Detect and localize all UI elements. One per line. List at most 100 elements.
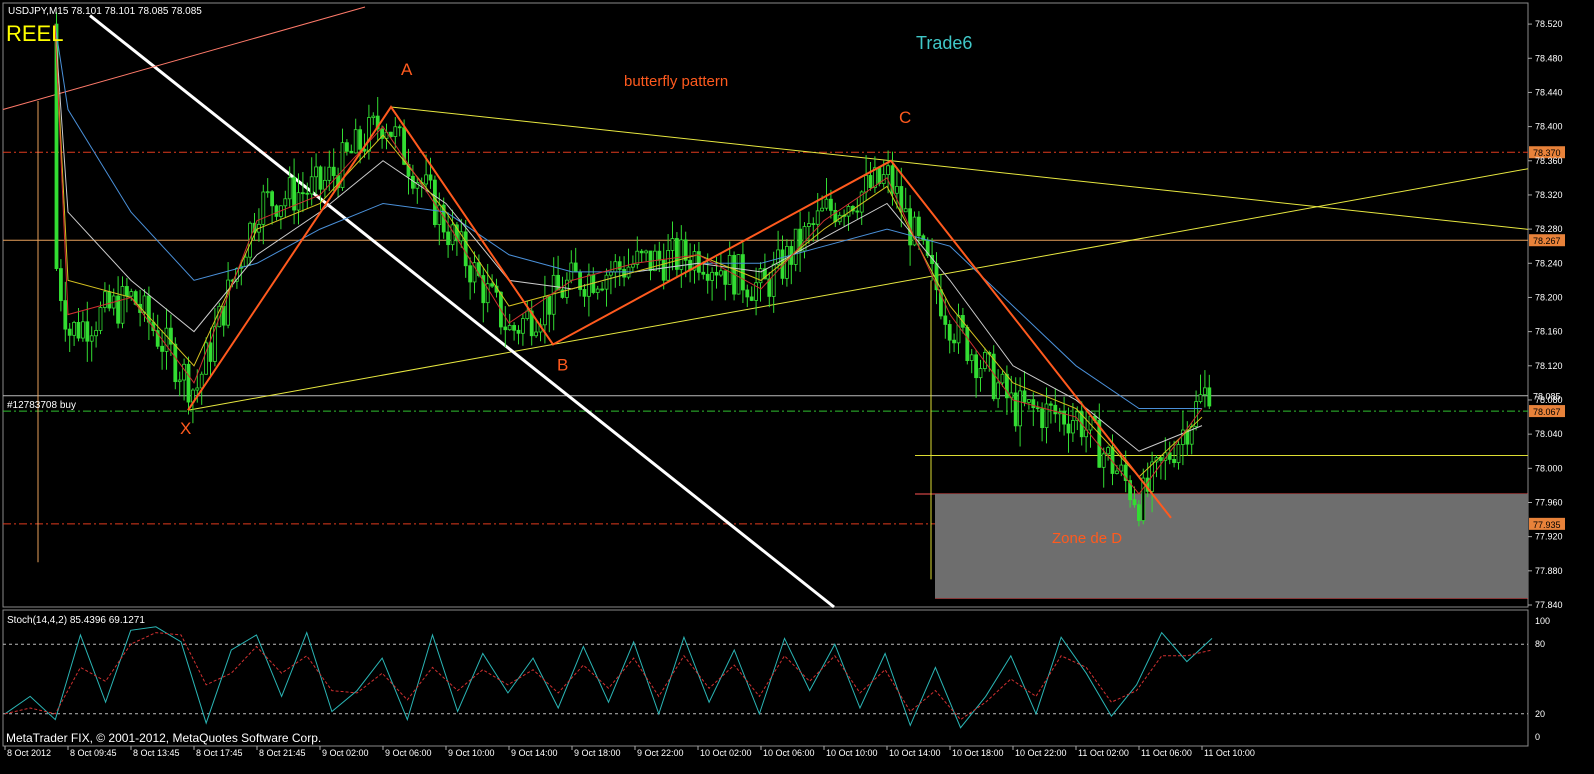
candle-body [666,250,670,281]
price-tick-label: 77.880 [1535,566,1563,576]
candle-body [155,330,160,347]
time-tick-label: 8 Oct 21:45 [259,748,306,758]
time-tick-label: 10 Oct 22:00 [1015,748,1067,758]
time-tick-label: 9 Oct 22:00 [637,748,684,758]
candle-body [776,249,780,265]
candle-body [697,251,701,273]
candle-body [705,273,710,281]
trendline[interactable] [2,6,366,110]
candle-body [714,271,719,276]
candle-body [160,345,165,352]
candle-body [1159,457,1163,461]
candle-body [534,331,538,337]
level-price-label: 78.370 [1533,148,1561,158]
price-tick-label: 78.520 [1535,19,1563,29]
zone-rectangle[interactable] [935,493,1528,599]
candle-body [886,165,890,176]
candle-body [1132,499,1137,506]
candle-body [604,274,609,290]
candle-body [719,270,723,276]
pattern-name: butterfly pattern [624,73,728,90]
candle-body [917,216,921,237]
candle-body [560,289,565,298]
candle-body [1176,444,1181,463]
trendline[interactable] [390,106,1529,230]
stochastic-signal-line [4,632,1213,721]
candle-body [72,322,76,336]
candle-body [679,239,684,270]
candle-body [771,263,776,297]
stochastic-panel[interactable] [2,609,1529,747]
candle-body [613,261,618,273]
level-price-tag [1529,146,1565,159]
symbol-info: USDJPY,M15 78.101 78.101 78.085 78.085 [8,6,202,17]
candle-body [204,342,209,375]
candle-body [481,275,486,304]
time-tick-label: 10 Oct 14:00 [889,748,941,758]
trendline[interactable] [187,168,1529,411]
stochastic-axis: 100 80 20 0 [1535,616,1550,742]
candle-body [344,142,349,152]
candle-body [807,223,811,227]
candle-body [358,129,363,150]
candle-body [331,166,336,176]
stochastic-lines [3,626,1528,729]
white-trendline[interactable] [89,14,835,609]
candle-body [1031,399,1036,409]
candle-body [371,115,376,118]
candle-body [292,177,297,211]
candle-body [754,282,758,301]
candle-body [1053,404,1058,415]
time-tick-label: 10 Oct 10:00 [826,748,878,758]
time-tick-label: 10 Oct 18:00 [952,748,1004,758]
candle-body [820,207,824,212]
candle-body [116,295,120,324]
candle-body [947,324,952,341]
candle-body [974,354,978,379]
price-tick-label: 77.840 [1535,600,1563,610]
time-tick-label: 9 Oct 18:00 [574,748,621,758]
candle-body [125,286,129,297]
candle-body [1141,477,1146,521]
candle-body [736,254,741,295]
candle-body [763,268,767,280]
candle-body [309,176,314,195]
time-tick-label: 9 Oct 14:00 [511,748,558,758]
candle-body [142,295,147,313]
candle-body [468,265,473,283]
price-axis: 78.520 78.480 78.440 78.400 78.360 78.320 78.2… [1528,19,1563,610]
candle-body [199,373,204,389]
candle-body [1044,403,1049,429]
pattern-leg-lines[interactable] [187,105,1172,519]
candle-body [543,295,547,326]
candle-body [868,175,873,188]
candle-body [749,296,754,301]
candle-body [587,274,591,297]
pattern-point-label-x: X [180,419,191,438]
candle-body [635,250,640,265]
price-tick-label: 78.200 [1535,292,1563,302]
candle-body [490,283,495,287]
candle-body [454,224,459,242]
candle-body [657,250,662,261]
candle-body [67,328,72,336]
candle-body [727,254,732,285]
candle-body [1035,407,1040,410]
candle-body [393,126,398,137]
candle-body [261,191,266,225]
time-tick-label: 8 Oct 09:45 [70,748,117,758]
candle-body [551,274,556,315]
stochastic-tick-label: 100 [1535,616,1550,626]
candle-body [1040,408,1044,429]
candle-body [890,165,895,194]
candle-body [1013,392,1018,427]
price-tick-label: 78.120 [1535,361,1563,371]
candle-body [978,368,983,379]
candle-body [1203,387,1207,396]
candle-body [1022,390,1027,403]
price-panel[interactable] [2,2,1529,608]
candle-body [243,256,248,267]
candle-body [829,198,833,211]
level-price-tag [1529,517,1565,530]
